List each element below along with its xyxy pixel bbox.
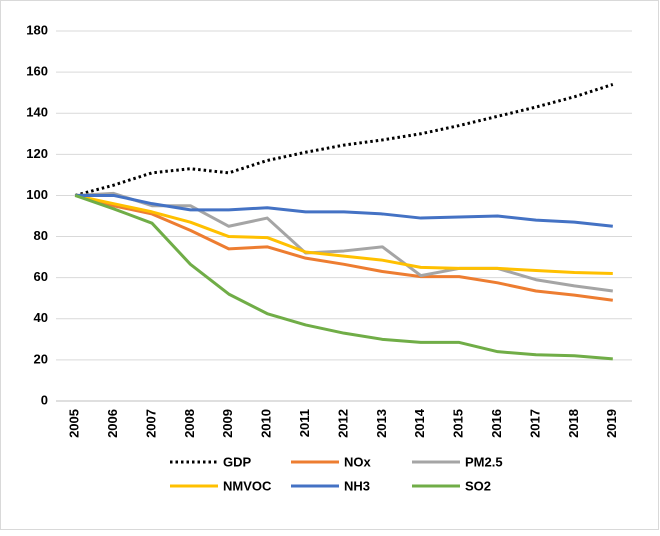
x-tick-label: 2006: [105, 409, 120, 438]
line-series: [74, 83, 614, 197]
y-tick-label: 40: [34, 310, 48, 325]
x-tick-label: 2019: [604, 409, 619, 438]
y-tick-label: 20: [34, 351, 48, 366]
x-tick-label: 2007: [143, 409, 158, 438]
y-tick-label: 60: [34, 269, 48, 284]
legend-label: SO2: [465, 478, 491, 493]
y-tick-label: 0: [41, 392, 48, 407]
line-series: [75, 193, 613, 228]
y-tick-label: 100: [26, 187, 48, 202]
legend-label: NMVOC: [223, 478, 272, 493]
x-tick-label: 2009: [220, 409, 235, 438]
legend-label: GDP: [223, 454, 252, 469]
x-tick-label: 2013: [374, 409, 389, 438]
line-series: [74, 193, 613, 302]
line-series: [74, 193, 613, 276]
x-tick-label: 2014: [412, 408, 427, 438]
x-tick-label: 2012: [335, 409, 350, 438]
y-tick-label: 160: [26, 64, 48, 79]
x-tick-label: 2008: [182, 409, 197, 438]
legend-label: NOx: [344, 454, 372, 469]
y-tick-label: 80: [34, 228, 48, 243]
legend-label: NH3: [344, 478, 370, 493]
legend-label: PM2.5: [465, 454, 503, 469]
y-tick-label: 120: [26, 146, 48, 161]
x-tick-label: 2017: [527, 409, 542, 438]
line-series: [74, 194, 613, 361]
x-tick-label: 2005: [67, 409, 82, 438]
x-tick-label: 2011: [297, 409, 312, 437]
x-tick-label: 2018: [566, 409, 581, 438]
x-tick-label: 2016: [489, 409, 504, 438]
x-tick-label: 2010: [259, 409, 274, 438]
x-tick-label: 2015: [451, 409, 466, 438]
y-tick-label: 140: [26, 105, 48, 120]
y-tick-label: 180: [26, 22, 48, 37]
